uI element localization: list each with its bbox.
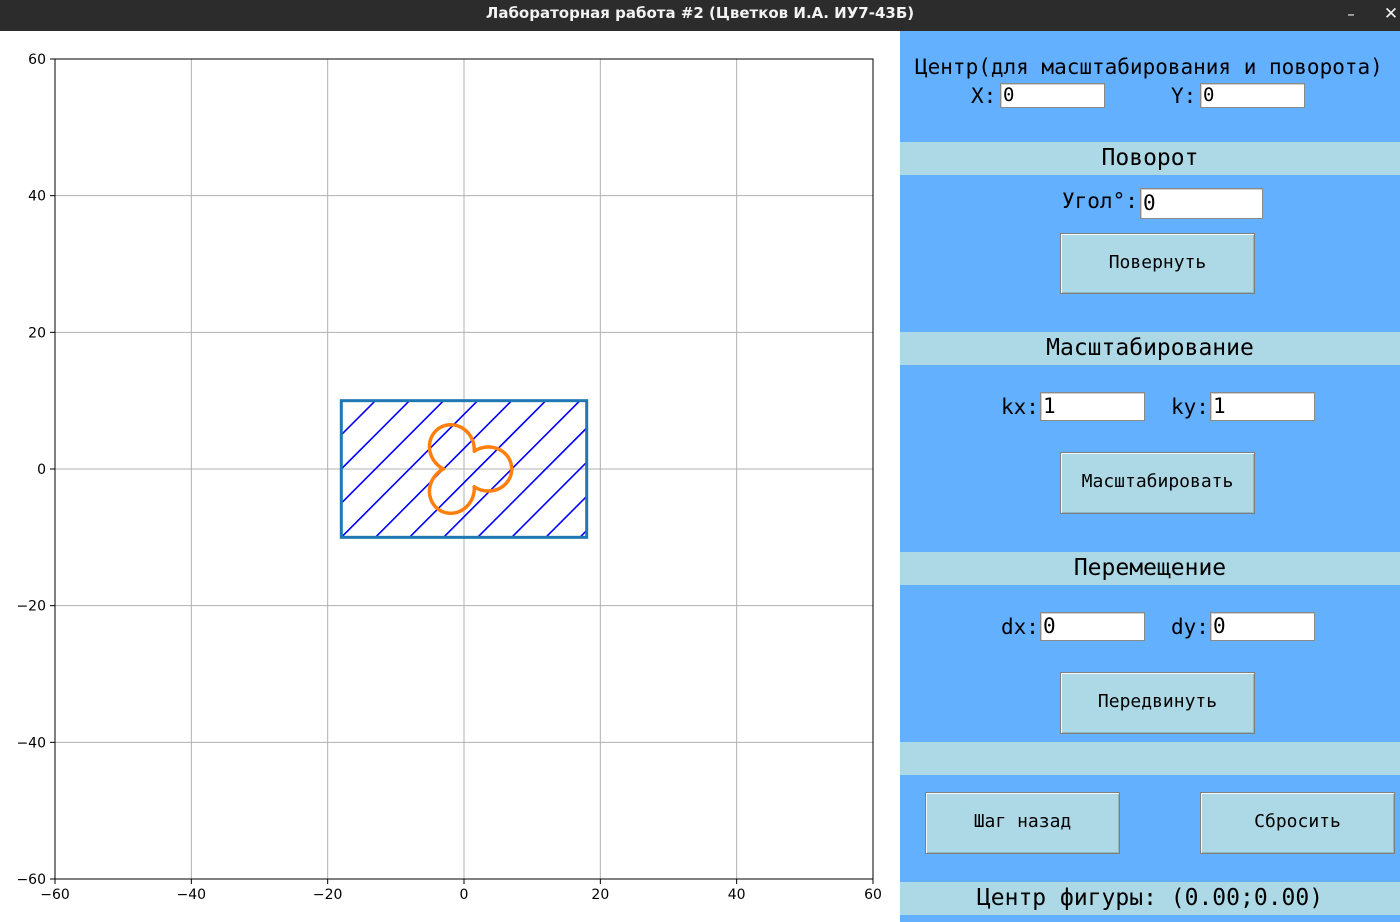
y-tick-label: −20 [16,599,46,615]
y-tick-label: 40 [28,189,46,205]
center-x-label: X: [971,84,997,108]
angle-label: Угол°: [1062,189,1138,213]
x-tick-label: 20 [591,887,609,903]
rotate-button[interactable]: Повернуть [1060,233,1255,294]
kx-input[interactable]: 1 [1040,392,1145,421]
dy-label: dy: [1171,615,1209,639]
center-y-label: Y: [1171,84,1197,108]
hatch-line [340,400,411,470]
grid-lines [54,58,874,880]
axis-ticks: −60 −40 −20 0 20 40 60 60 40 20 0 −20 −40 −60 [16,52,881,903]
center-y-input[interactable]: 0 [1200,83,1305,108]
dy-input[interactable]: 0 [1210,612,1315,641]
title-bar: Лабораторная работа #2 (Цветков И.А. ИУ7… [0,0,1400,31]
move-header: Перемещение [900,552,1400,585]
hatch-line [408,400,547,538]
angle-input[interactable]: 0 [1140,188,1263,219]
y-tick-label: −60 [16,872,46,888]
rectangle-outline [339,399,589,539]
rectangle-hatch [340,400,588,538]
dx-input[interactable]: 0 [1040,612,1145,641]
control-panel: Центр(для масштабирования и поворота) X:… [900,31,1400,922]
ky-label: ky: [1171,395,1209,419]
scale-button[interactable]: Масштабировать [1060,452,1255,514]
kx-label: kx: [1001,395,1039,419]
y-tick-label: 0 [37,462,46,478]
undo-button[interactable]: Шаг назад [925,792,1120,854]
center-title: Центр(для масштабирования и поворота) [915,55,1383,79]
clover-curve [427,423,514,515]
figure-center-label: Центр фигуры: (0.00;0.00) [900,882,1400,915]
separator-strip [900,742,1400,775]
y-tick-label: 20 [28,325,46,341]
x-tick-label: −20 [313,887,343,903]
plot-area: −60 −40 −20 0 20 40 60 60 40 20 0 −20 −40 −60 [0,31,900,922]
move-button[interactable]: Передвинуть [1060,672,1255,734]
close-button[interactable]: ✕ [1383,4,1399,24]
hatch-line [477,427,588,538]
center-x-input[interactable]: 0 [1000,83,1105,108]
x-tick-label: −60 [40,887,70,903]
x-tick-label: 40 [728,887,746,903]
hatch-line [545,495,588,538]
window-title: Лабораторная работа #2 (Цветков И.А. ИУ7… [485,4,915,22]
x-tick-label: −40 [177,887,207,903]
hatch-line [511,461,588,538]
x-tick-label: 0 [460,887,469,903]
y-tick-label: 60 [28,52,46,68]
plot-canvas: −60 −40 −20 0 20 40 60 60 40 20 0 −20 −40 −60 [16,52,881,903]
minimize-button[interactable]: – [1347,5,1355,23]
ky-input[interactable]: 1 [1210,392,1315,421]
y-tick-label: −40 [16,735,46,751]
scale-header: Масштабирование [900,332,1400,365]
hatch-line [340,400,376,436]
reset-button[interactable]: Сбросить [1200,792,1395,854]
dx-label: dx: [1001,615,1039,639]
hatch-line [340,400,445,504]
x-tick-label: 60 [864,887,882,903]
rotation-header: Поворот [900,142,1400,175]
